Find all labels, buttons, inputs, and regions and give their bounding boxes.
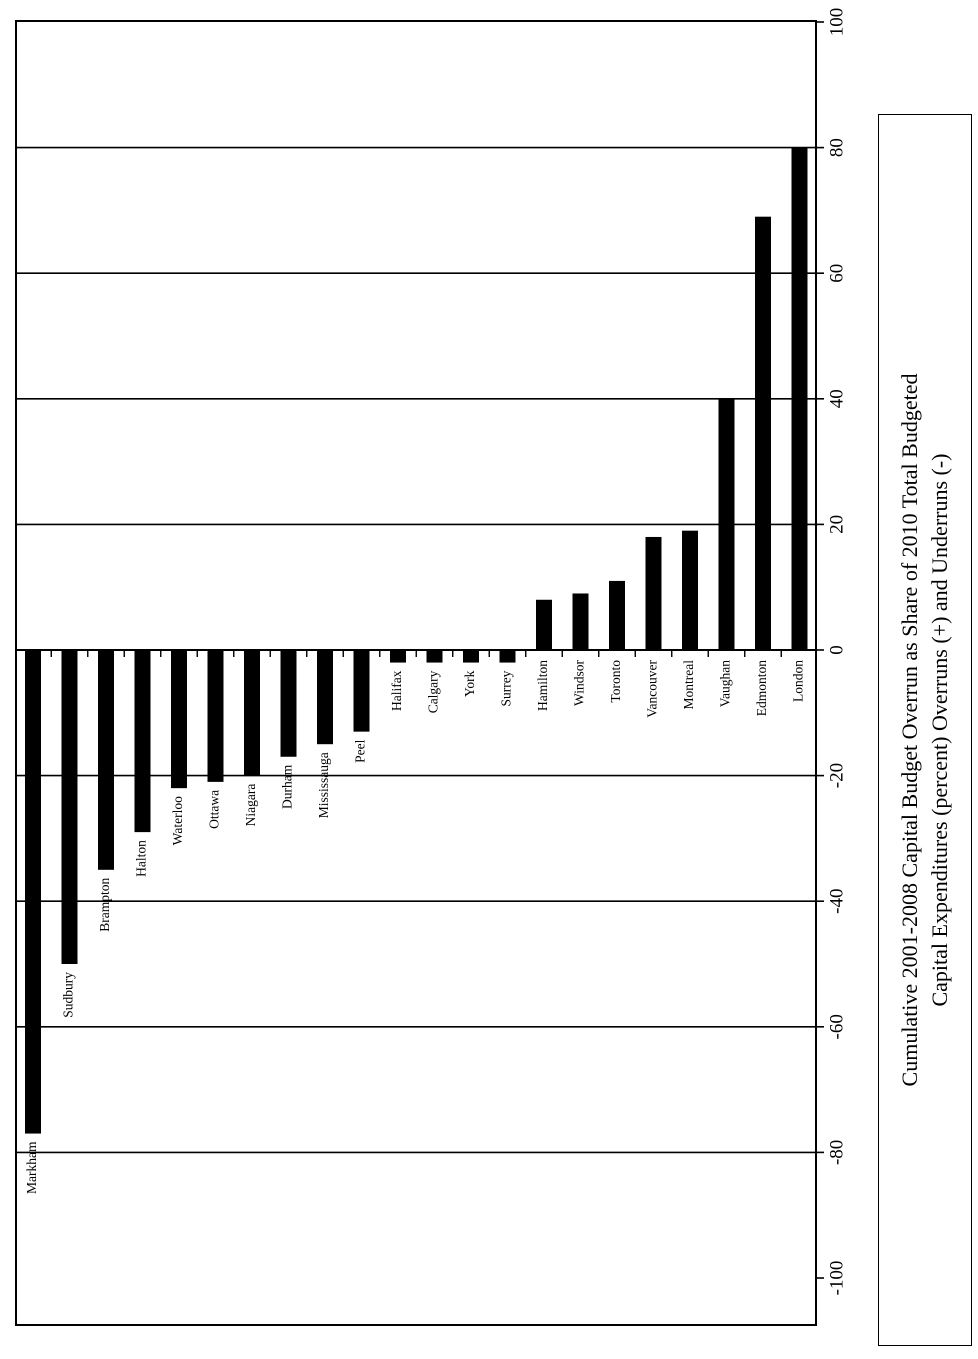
axis-tick-label: -80: [826, 1140, 847, 1165]
category-label: Toronto: [608, 660, 623, 703]
bar: [572, 593, 589, 650]
bar: [499, 650, 516, 663]
bar: [61, 650, 78, 964]
category-label: Peel: [353, 739, 368, 762]
category-label: Waterloo: [170, 796, 185, 845]
bar: [353, 650, 370, 732]
bar: [280, 650, 297, 757]
bar: [609, 580, 625, 650]
chart-title-line-2: Capital Expenditures (percent) Overruns …: [927, 453, 952, 1007]
axis-tick-label: 40: [826, 389, 847, 408]
category-label: Brampton: [97, 878, 112, 932]
category-label: Mississauga: [316, 752, 331, 818]
axis-tick-label: 100: [826, 8, 847, 37]
bar: [98, 650, 114, 870]
axis-tick-label: 20: [826, 515, 847, 534]
bars: [25, 147, 808, 1134]
bar: [645, 536, 662, 650]
category-label: Calgary: [426, 670, 441, 713]
bar: [171, 650, 187, 789]
axis-tick-label: 0: [826, 645, 847, 655]
bar: [791, 147, 808, 650]
category-label: Halton: [134, 840, 149, 877]
bar: [134, 650, 151, 833]
category-label: London: [791, 660, 806, 702]
category-label: Montreal: [681, 660, 696, 710]
bar: [536, 599, 552, 650]
category-label: Hamilton: [535, 660, 550, 711]
axis-tick-label: -20: [826, 763, 847, 788]
bar: [25, 650, 41, 1134]
category-label: Ottawa: [207, 790, 222, 829]
axis-tick-label: -100: [826, 1261, 847, 1296]
axis-tick-label: 60: [826, 264, 847, 283]
axis-tick-label: -60: [826, 1014, 847, 1039]
category-label: Windsor: [572, 659, 587, 705]
bar: [244, 650, 260, 776]
bar: [426, 650, 443, 663]
category-label: Vancouver: [645, 660, 660, 718]
category-label: Niagara: [243, 784, 258, 827]
category-label: Vaughan: [718, 660, 733, 707]
axis-tick-label: -40: [826, 889, 847, 914]
category-labels: Markham Sudbury Brampton Halton Waterloo Otta…: [24, 659, 806, 1194]
axis-tick-label: 80: [826, 138, 847, 157]
category-label: Surrey: [499, 670, 514, 706]
bar: [682, 530, 698, 650]
bar: [755, 216, 771, 650]
category-label: Durham: [280, 764, 295, 809]
category-label: York: [462, 670, 477, 697]
chart-title-line-1: Cumulative 2001-2008 Capital Budget Over…: [897, 373, 922, 1087]
bar: [207, 650, 224, 782]
value-axis: 100 80 60 40 20 0 -20 -40 -60 -80 -100: [815, 8, 847, 1325]
chart-title: Cumulative 2001-2008 Capital Budget Over…: [895, 155, 955, 1305]
category-label: Halifax: [389, 670, 404, 711]
chart-title-box: Cumulative 2001-2008 Capital Budget Over…: [878, 114, 972, 1346]
category-label: Edmonton: [754, 660, 769, 716]
category-label: Markham: [24, 1141, 39, 1194]
category-label: Sudbury: [61, 972, 76, 1018]
bar: [463, 650, 479, 663]
bar: [718, 398, 735, 650]
bar: [390, 650, 406, 663]
bar: [317, 650, 333, 745]
